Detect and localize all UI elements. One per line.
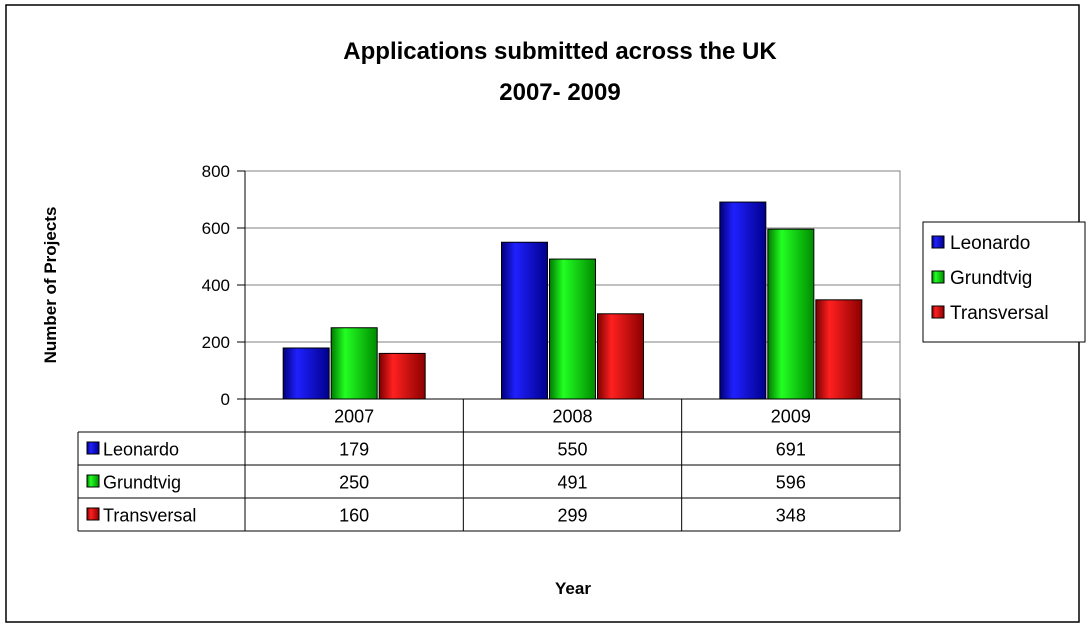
legend-label-transversal: Transversal — [950, 303, 1049, 324]
data-label: 550 — [557, 440, 587, 460]
bar-transversal-2008 — [597, 313, 644, 400]
y-tick-label: 200 — [202, 333, 230, 352]
table-series-key — [86, 474, 100, 488]
legend: Leonardo Grundtvig Transversal — [922, 221, 1086, 343]
data-label: 491 — [557, 473, 587, 493]
bar-transversal-2007 — [378, 352, 426, 400]
legend-box — [922, 221, 1086, 343]
y-axis-ticks: 0 200 400 600 800 — [202, 162, 246, 409]
chart-title-line-2: 2007- 2009 — [499, 79, 620, 106]
data-label: 596 — [776, 473, 806, 493]
data-label: 160 — [339, 506, 369, 526]
bar-grundtvig-2007 — [330, 327, 378, 400]
table-series-key — [86, 441, 100, 455]
bar-transversal-2009 — [815, 299, 863, 400]
y-tick-label: 600 — [202, 219, 230, 238]
bar-leonardo-2007 — [282, 347, 330, 400]
category-label: 2007 — [334, 407, 374, 427]
data-label: 691 — [776, 440, 806, 460]
data-label: 250 — [339, 473, 369, 493]
y-tick-label: 800 — [202, 162, 230, 181]
y-tick-label: 400 — [202, 276, 230, 295]
legend-swatch-grundtvig — [931, 270, 945, 284]
y-axis-title: Number of Projects — [41, 207, 60, 364]
bar-leonardo-2008 — [501, 241, 548, 400]
data-label: 179 — [339, 440, 369, 460]
data-label: 348 — [776, 506, 806, 526]
table-series-label: Transversal — [103, 506, 196, 526]
legend-label-leonardo: Leonardo — [950, 233, 1030, 254]
legend-swatch-transversal — [931, 305, 945, 319]
bar-leonardo-2009 — [719, 201, 767, 400]
chart-title-line-1: Applications submitted across the UK — [343, 38, 777, 65]
legend-label-grundtvig: Grundtvig — [950, 268, 1032, 289]
table-series-label: Grundtvig — [103, 473, 181, 493]
data-label: 299 — [557, 506, 587, 526]
table-series-key — [86, 507, 100, 521]
bars — [282, 201, 863, 400]
x-axis-title: Year — [555, 579, 591, 598]
category-label: 2009 — [771, 407, 811, 427]
y-tick-label: 0 — [221, 390, 230, 409]
legend-swatch-leonardo — [931, 235, 945, 249]
category-label: 2008 — [552, 407, 592, 427]
bar-grundtvig-2009 — [767, 228, 815, 400]
bar-grundtvig-2008 — [549, 258, 596, 400]
table-series-label: Leonardo — [103, 440, 179, 460]
data-table: 2007 2008 2009 Leonardo 179 550 691 Grundtvig 25… — [77, 398, 901, 532]
